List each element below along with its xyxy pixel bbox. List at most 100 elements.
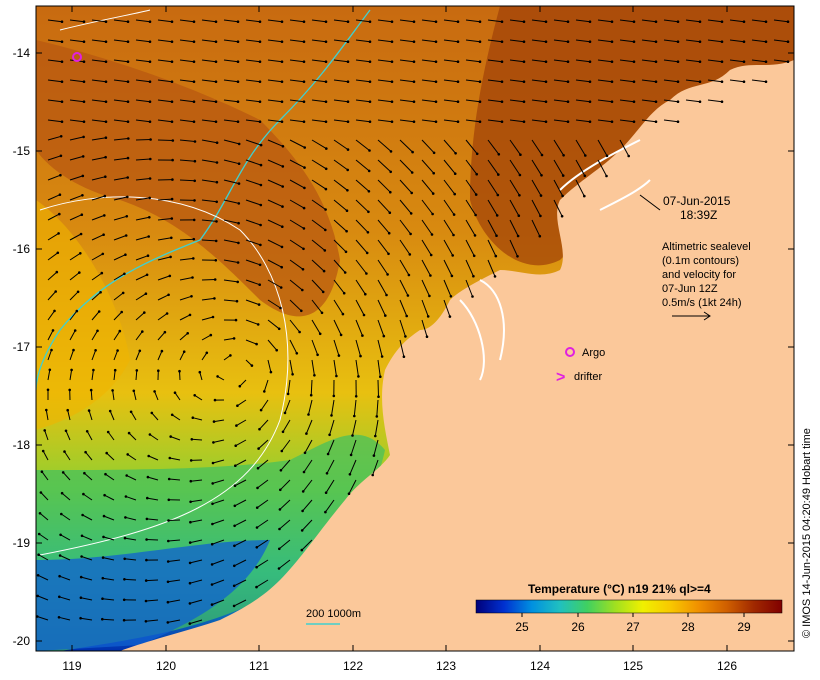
- velocity-arrow-head: [428, 294, 431, 298]
- velocity-arrow-head: [453, 172, 457, 175]
- velocity-arrow-head: [410, 171, 414, 174]
- velocity-arrow: [179, 351, 185, 361]
- velocity-arrow-head: [377, 395, 380, 399]
- velocity-arrow: [333, 119, 349, 123]
- velocity-arrow: [105, 473, 115, 481]
- velocity-arrow: [355, 199, 369, 213]
- velocity-arrow: [509, 219, 519, 237]
- velocity-arrow: [333, 319, 342, 336]
- velocity-arrow-head: [404, 335, 407, 338]
- velocity-arrow-head: [82, 100, 86, 103]
- velocity-arrow-head: [410, 191, 414, 195]
- velocity-arrow: [234, 519, 247, 527]
- velocity-arrow-head: [365, 251, 369, 255]
- velocity-arrow: [399, 179, 413, 194]
- velocity-arrow-head: [412, 100, 416, 103]
- velocity-arrow: [259, 419, 269, 430]
- velocity-arrow-head: [160, 349, 164, 353]
- velocity-arrow: [377, 319, 385, 337]
- velocity-arrow: [377, 99, 393, 103]
- velocity-arrow-head: [211, 482, 214, 485]
- velocity-arrow: [223, 39, 239, 43]
- velocity-arrow: [179, 238, 194, 241]
- velocity-arrow: [751, 39, 767, 43]
- velocity-arrow: [465, 259, 474, 277]
- velocity-arrow: [47, 232, 59, 241]
- velocity-arrow: [399, 339, 405, 357]
- velocity-arrow: [245, 299, 260, 306]
- velocity-arrow-head: [610, 120, 614, 123]
- velocity-arrow: [135, 39, 151, 43]
- velocity-arrow-head: [472, 254, 476, 258]
- velocity-arrow-head: [83, 471, 86, 475]
- velocity-arrow-head: [255, 546, 259, 549]
- velocity-arrow-head: [303, 451, 307, 455]
- lon-tick-label: 125: [623, 659, 643, 673]
- velocity-arrow: [421, 119, 437, 123]
- velocity-arrow-head: [764, 40, 768, 43]
- velocity-arrow-head: [166, 580, 170, 584]
- lon-tick-label: 121: [249, 659, 269, 673]
- velocity-arrow-head: [280, 245, 284, 249]
- velocity-arrow: [69, 99, 85, 103]
- velocity-arrow: [377, 219, 390, 234]
- velocity-arrow-head: [214, 259, 218, 262]
- velocity-arrow: [82, 514, 93, 521]
- velocity-arrow-head: [259, 163, 263, 167]
- velocity-arrow: [47, 119, 63, 123]
- velocity-arrow-head: [742, 60, 746, 63]
- velocity-arrow: [189, 619, 203, 625]
- velocity-arrow: [267, 39, 283, 43]
- velocity-arrow-head: [500, 40, 504, 43]
- velocity-arrow-head: [54, 290, 57, 293]
- velocity-arrow-head: [212, 420, 216, 423]
- velocity-arrow-head: [237, 182, 241, 185]
- velocity-arrow-head: [452, 213, 456, 216]
- velocity-arrow: [135, 158, 151, 161]
- velocity-arrow: [531, 59, 547, 63]
- velocity-arrow: [267, 99, 283, 103]
- velocity-arrow-head: [122, 598, 126, 602]
- velocity-arrow: [619, 39, 635, 43]
- velocity-arrow-head: [389, 170, 393, 174]
- velocity-arrow-head: [301, 268, 305, 271]
- velocity-arrow: [37, 595, 49, 601]
- velocity-arrow: [179, 295, 192, 301]
- velocity-arrow: [179, 79, 195, 83]
- velocity-arrow-head: [259, 183, 263, 187]
- velocity-arrow: [257, 479, 269, 489]
- velocity-arrow-head: [301, 509, 304, 513]
- velocity-arrow: [47, 19, 63, 23]
- velocity-arrow: [487, 259, 496, 277]
- velocity-arrow: [189, 559, 203, 564]
- velocity-arrow-head: [263, 390, 266, 393]
- velocity-arrow-head: [345, 229, 348, 233]
- colorbar-tick-label: 26: [571, 620, 585, 634]
- velocity-arrow: [333, 179, 348, 191]
- velocity-arrow-head: [540, 153, 544, 157]
- velocity-arrow-head: [237, 221, 240, 225]
- velocity-arrow-head: [407, 273, 411, 277]
- velocity-arrow-head: [167, 293, 170, 297]
- velocity-arrow-head: [166, 621, 170, 624]
- velocity-arrow-head: [496, 193, 500, 197]
- velocity-arrow: [443, 239, 454, 256]
- velocity-arrow-head: [236, 40, 240, 43]
- velocity-arrow-head: [432, 151, 436, 155]
- velocity-arrow: [443, 139, 456, 154]
- velocity-arrow: [190, 539, 203, 544]
- velocity-arrow-head: [57, 232, 60, 235]
- velocity-arrow-head: [79, 575, 83, 579]
- velocity-arrow-head: [104, 155, 107, 159]
- velocity-arrow: [355, 19, 371, 23]
- velocity-arrow-head: [434, 120, 438, 123]
- velocity-arrow-head: [406, 294, 410, 297]
- velocity-arrow: [377, 159, 392, 173]
- velocity-arrow-head: [544, 120, 548, 123]
- velocity-arrow: [135, 331, 143, 341]
- velocity-arrow: [135, 312, 145, 321]
- velocity-arrow: [201, 334, 212, 341]
- velocity-arrow-head: [148, 120, 152, 123]
- velocity-arrow-head: [182, 350, 186, 354]
- velocity-arrow: [179, 371, 181, 381]
